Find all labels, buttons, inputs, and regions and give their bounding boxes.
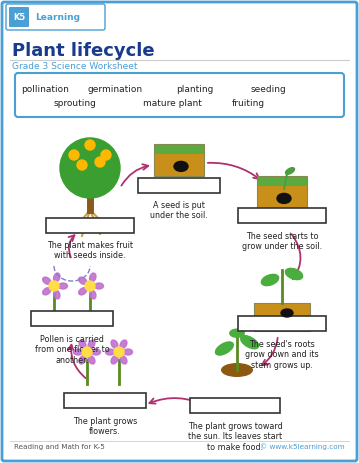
FancyBboxPatch shape bbox=[238, 207, 326, 223]
Circle shape bbox=[85, 140, 95, 150]
FancyBboxPatch shape bbox=[254, 303, 310, 331]
Ellipse shape bbox=[92, 349, 101, 355]
Circle shape bbox=[85, 281, 95, 291]
Text: Plant lifecycle: Plant lifecycle bbox=[12, 42, 155, 60]
FancyBboxPatch shape bbox=[257, 186, 307, 208]
Ellipse shape bbox=[106, 349, 115, 355]
Circle shape bbox=[114, 347, 124, 357]
Ellipse shape bbox=[123, 349, 132, 355]
Text: pollination: pollination bbox=[21, 85, 69, 94]
Ellipse shape bbox=[90, 273, 96, 282]
Ellipse shape bbox=[94, 283, 103, 289]
Ellipse shape bbox=[281, 309, 293, 317]
Ellipse shape bbox=[285, 168, 294, 174]
Ellipse shape bbox=[111, 356, 118, 364]
Ellipse shape bbox=[43, 288, 51, 295]
Ellipse shape bbox=[79, 356, 86, 364]
Text: mature plant: mature plant bbox=[143, 99, 201, 107]
FancyBboxPatch shape bbox=[9, 7, 29, 27]
FancyBboxPatch shape bbox=[154, 144, 204, 154]
Circle shape bbox=[60, 138, 120, 198]
Ellipse shape bbox=[261, 275, 279, 286]
Text: Learning: Learning bbox=[35, 13, 80, 21]
Circle shape bbox=[82, 347, 92, 357]
Text: A seed is put
under the soil.: A seed is put under the soil. bbox=[150, 201, 208, 220]
Circle shape bbox=[77, 160, 87, 170]
Ellipse shape bbox=[120, 356, 127, 364]
Text: K5: K5 bbox=[13, 13, 25, 21]
Ellipse shape bbox=[285, 269, 303, 280]
Text: © www.k5learning.com: © www.k5learning.com bbox=[260, 444, 345, 450]
FancyBboxPatch shape bbox=[190, 398, 280, 413]
Text: Pollen is carried
from one flower to
another.: Pollen is carried from one flower to ano… bbox=[34, 335, 109, 365]
FancyBboxPatch shape bbox=[154, 154, 204, 176]
FancyBboxPatch shape bbox=[138, 177, 220, 193]
FancyBboxPatch shape bbox=[31, 311, 113, 325]
Circle shape bbox=[95, 157, 105, 167]
Text: The plant makes fruit
with seeds inside.: The plant makes fruit with seeds inside. bbox=[47, 241, 133, 260]
Ellipse shape bbox=[222, 364, 252, 376]
Text: Reading and Math for K-5: Reading and Math for K-5 bbox=[14, 444, 105, 450]
Ellipse shape bbox=[277, 194, 291, 203]
FancyBboxPatch shape bbox=[15, 73, 344, 117]
Ellipse shape bbox=[53, 290, 60, 299]
Text: The plant grows
flowers.: The plant grows flowers. bbox=[73, 417, 137, 437]
Text: The seed starts to
grow under the soil.: The seed starts to grow under the soil. bbox=[242, 232, 322, 251]
Ellipse shape bbox=[79, 277, 87, 284]
FancyBboxPatch shape bbox=[238, 315, 326, 331]
Text: seeding: seeding bbox=[250, 85, 286, 94]
FancyBboxPatch shape bbox=[257, 176, 307, 186]
Circle shape bbox=[101, 150, 111, 160]
Ellipse shape bbox=[215, 342, 233, 355]
Ellipse shape bbox=[74, 349, 83, 355]
Ellipse shape bbox=[230, 329, 244, 337]
Ellipse shape bbox=[79, 288, 87, 295]
Ellipse shape bbox=[241, 336, 258, 349]
Text: The plant grows toward
the sun. Its leaves start
to make food.: The plant grows toward the sun. Its leav… bbox=[188, 422, 283, 452]
Text: The seed's roots
grow down and its
stem grows up.: The seed's roots grow down and its stem … bbox=[245, 340, 319, 370]
FancyBboxPatch shape bbox=[46, 218, 134, 232]
Ellipse shape bbox=[120, 340, 127, 348]
Text: sprouting: sprouting bbox=[53, 99, 97, 107]
Ellipse shape bbox=[88, 340, 95, 348]
Text: germination: germination bbox=[88, 85, 143, 94]
Ellipse shape bbox=[111, 340, 118, 348]
Ellipse shape bbox=[43, 277, 51, 284]
Ellipse shape bbox=[79, 340, 86, 348]
Circle shape bbox=[49, 281, 59, 291]
FancyBboxPatch shape bbox=[64, 393, 146, 407]
Ellipse shape bbox=[88, 356, 95, 364]
Ellipse shape bbox=[90, 290, 96, 299]
Ellipse shape bbox=[59, 283, 67, 289]
Text: Grade 3 Science Worksheet: Grade 3 Science Worksheet bbox=[12, 62, 137, 71]
Circle shape bbox=[69, 150, 79, 160]
FancyBboxPatch shape bbox=[6, 4, 105, 30]
Text: fruiting: fruiting bbox=[232, 99, 265, 107]
Ellipse shape bbox=[174, 162, 188, 171]
Text: planting: planting bbox=[176, 85, 214, 94]
Ellipse shape bbox=[53, 273, 60, 282]
